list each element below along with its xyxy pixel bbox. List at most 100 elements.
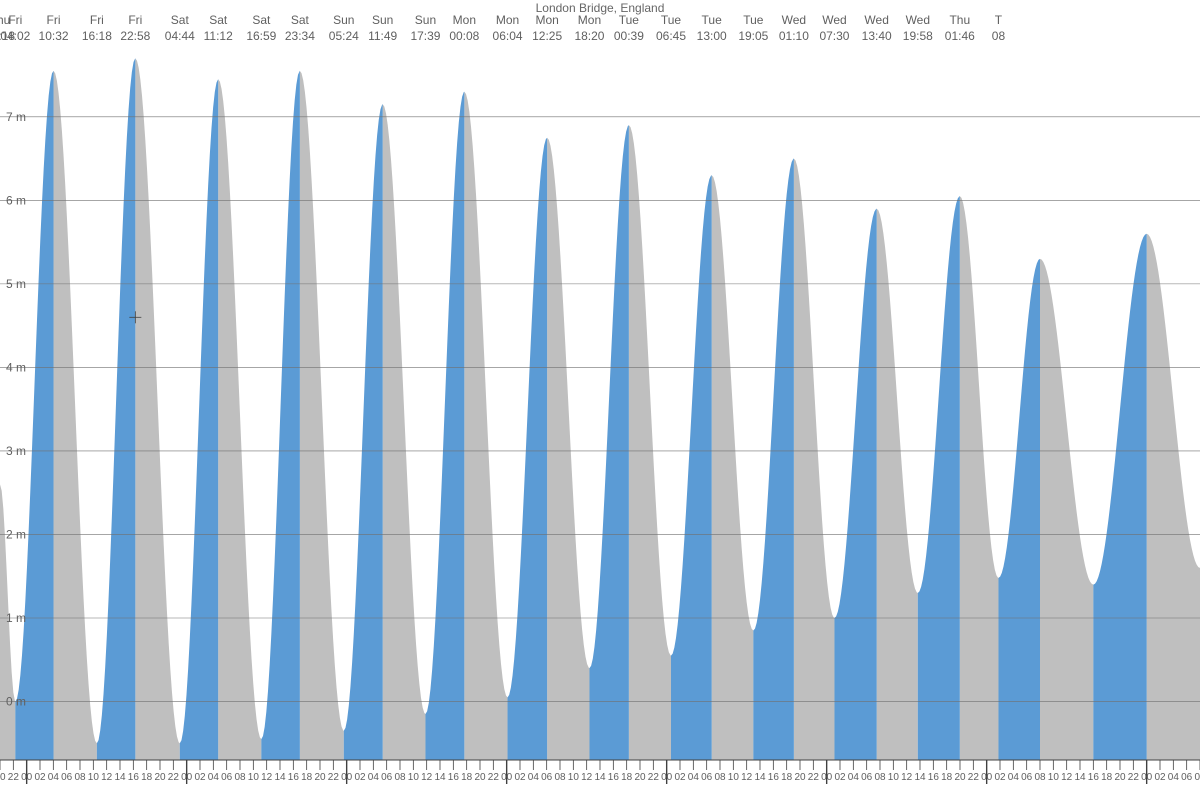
top-time-label: 06:45 (656, 29, 686, 43)
top-day-label: Sat (291, 13, 310, 27)
x-tick-label: 08 (1194, 772, 1200, 783)
x-tick-label: 16 (1088, 772, 1100, 783)
y-tick-label: 7 m (6, 110, 26, 124)
x-tick-label: 00 (181, 772, 193, 783)
x-tick-label: 20 (1114, 772, 1126, 783)
x-tick-label: 20 (474, 772, 486, 783)
x-tick-label: 02 (1154, 772, 1166, 783)
x-tick-label: 02 (34, 772, 46, 783)
x-tick-label: 22 (648, 772, 660, 783)
x-tick-label: 14 (434, 772, 446, 783)
x-tick-label: 10 (1048, 772, 1060, 783)
x-tick-label: 02 (514, 772, 526, 783)
top-time-label: 23:34 (285, 29, 315, 43)
top-day-label: Mon (535, 13, 558, 27)
x-tick-label: 04 (1008, 772, 1020, 783)
top-day-label: Sat (252, 13, 271, 27)
x-tick-label: 10 (248, 772, 260, 783)
top-day-label: Wed (782, 13, 806, 27)
y-tick-label: 0 m (6, 695, 26, 709)
top-day-label: Sun (372, 13, 393, 27)
x-tick-label: 16 (448, 772, 460, 783)
x-tick-label: 16 (768, 772, 780, 783)
x-tick-label: 18 (461, 772, 473, 783)
x-tick-label: 00 (341, 772, 353, 783)
x-tick-label: 06 (701, 772, 713, 783)
x-tick-label: 10 (888, 772, 900, 783)
top-day-label: Sat (209, 13, 228, 27)
x-tick-label: 04 (688, 772, 700, 783)
x-tick-label: 16 (128, 772, 140, 783)
x-tick-label: 14 (754, 772, 766, 783)
x-tick-label: 02 (834, 772, 846, 783)
x-tick-label: 00 (1141, 772, 1153, 783)
x-tick-label: 10 (408, 772, 420, 783)
top-day-label: Fri (47, 13, 61, 27)
x-tick-label: 12 (421, 772, 433, 783)
x-tick-label: 14 (274, 772, 286, 783)
top-time-label: 22:58 (120, 29, 150, 43)
x-tick-label: 18 (941, 772, 953, 783)
top-time-label: 07:30 (819, 29, 849, 43)
top-time-label: 18:20 (574, 29, 604, 43)
x-tick-label: 10 (568, 772, 580, 783)
x-tick-label: 00 (21, 772, 33, 783)
top-day-label: Thu (949, 13, 970, 27)
x-tick-label: 12 (101, 772, 113, 783)
x-tick-label: 20 (634, 772, 646, 783)
x-tick-label: 14 (914, 772, 926, 783)
x-tick-label: 18 (781, 772, 793, 783)
top-time-label: 04:02 (0, 29, 30, 43)
x-tick-label: 06 (1021, 772, 1033, 783)
top-time-label: 11:12 (204, 29, 233, 43)
x-tick-label: 06 (221, 772, 233, 783)
top-day-label: Wed (906, 13, 930, 27)
top-day-label: Mon (578, 13, 601, 27)
x-tick-label: 02 (194, 772, 206, 783)
top-day-label: Wed (864, 13, 888, 27)
x-tick-label: 04 (848, 772, 860, 783)
x-tick-label: 00 (981, 772, 993, 783)
top-day-label: T (995, 13, 1003, 27)
top-day-label: Fri (90, 13, 104, 27)
x-tick-label: 22 (1128, 772, 1140, 783)
x-tick-label: 00 (501, 772, 513, 783)
y-tick-label: 5 m (6, 277, 26, 291)
x-tick-label: 06 (61, 772, 73, 783)
x-tick-label: 22 (488, 772, 500, 783)
x-tick-label: 14 (594, 772, 606, 783)
x-tick-label: 20 (154, 772, 166, 783)
x-tick-label: 22 (168, 772, 180, 783)
x-tick-label: 04 (1168, 772, 1180, 783)
top-time-label: 04:44 (165, 29, 195, 43)
top-time-label: 05:24 (329, 29, 359, 43)
top-time-label: 16:18 (82, 29, 112, 43)
x-tick-label: 22 (808, 772, 820, 783)
top-time-label: 12:25 (532, 29, 562, 43)
y-tick-label: 1 m (6, 611, 26, 625)
tide-chart: 0 m1 m2 m3 m4 m5 m6 m7 mLondon Bridge, E… (0, 0, 1200, 800)
x-tick-label: 18 (301, 772, 313, 783)
x-tick-label: 22 (8, 772, 20, 783)
x-tick-label: 10 (728, 772, 740, 783)
x-tick-label: 04 (208, 772, 220, 783)
top-time-label: 13:00 (697, 29, 727, 43)
x-tick-label: 02 (674, 772, 686, 783)
top-day-label: Mon (453, 13, 476, 27)
x-tick-label: 18 (1101, 772, 1113, 783)
y-tick-label: 6 m (6, 193, 26, 207)
x-tick-label: 20 (794, 772, 806, 783)
top-time-label: 19:58 (903, 29, 933, 43)
top-time-label: 01:46 (945, 29, 975, 43)
x-tick-label: 04 (528, 772, 540, 783)
top-day-label: Tue (619, 13, 640, 27)
x-tick-label: 12 (741, 772, 753, 783)
x-tick-label: 14 (1074, 772, 1086, 783)
top-day-label: Tue (743, 13, 764, 27)
x-tick-label: 08 (394, 772, 406, 783)
top-time-label: 00:39 (614, 29, 644, 43)
x-tick-label: 20 (0, 772, 6, 783)
x-tick-label: 08 (874, 772, 886, 783)
x-tick-label: 18 (141, 772, 153, 783)
x-tick-label: 04 (368, 772, 380, 783)
